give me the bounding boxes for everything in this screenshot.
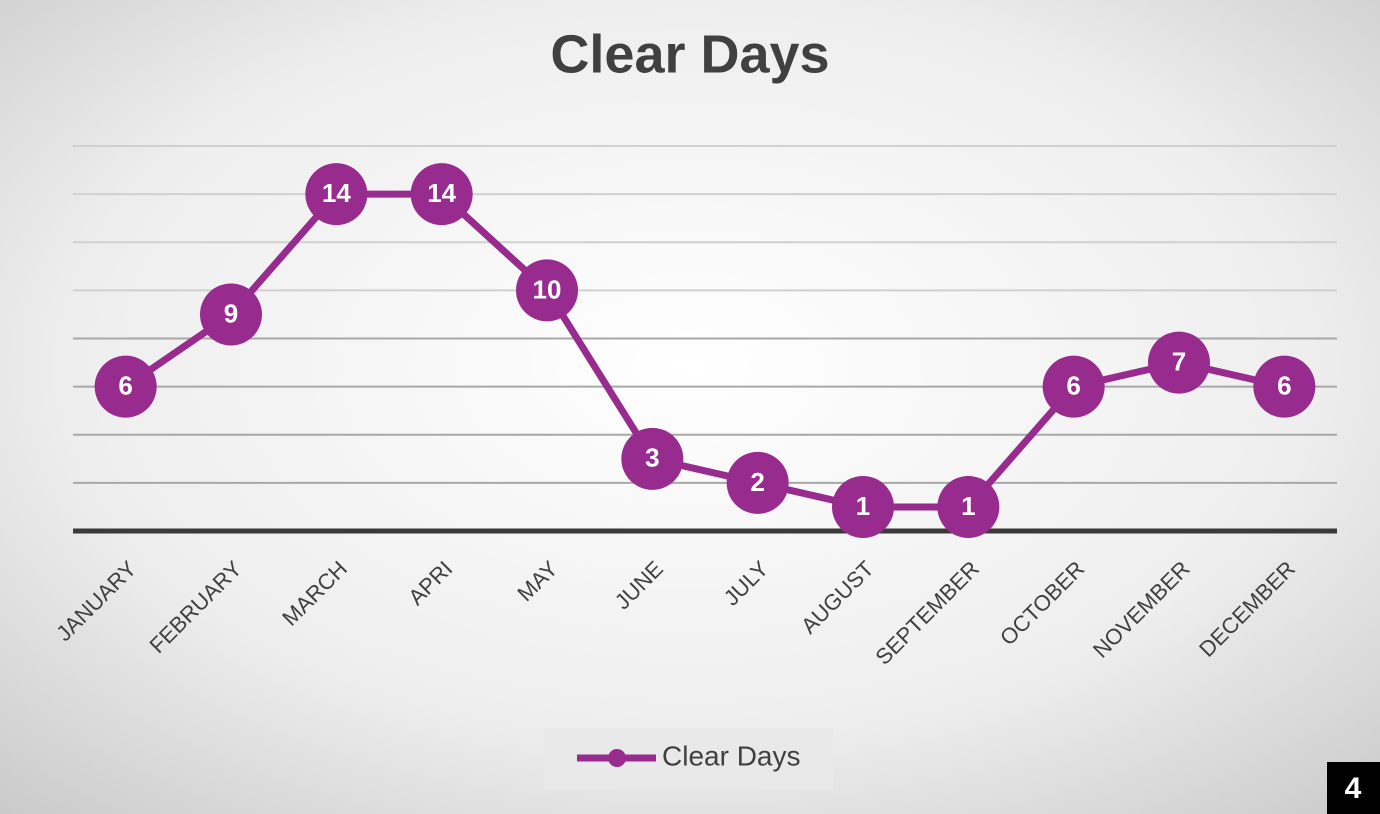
slide-number-box	[1327, 762, 1380, 814]
marker	[200, 283, 262, 346]
data-label: 6	[1066, 371, 1080, 401]
marker	[94, 355, 157, 418]
marker	[1253, 355, 1316, 418]
data-label: 10	[533, 274, 562, 304]
data-label: 9	[224, 298, 238, 328]
marker	[305, 163, 368, 226]
data-label: 1	[856, 491, 870, 521]
marker	[1148, 331, 1210, 394]
slide-number: 4	[1345, 772, 1362, 805]
data-label: 6	[118, 371, 132, 401]
chart-title: Clear Days	[550, 24, 829, 84]
data-label: 2	[750, 467, 764, 497]
data-label: 14	[427, 178, 456, 208]
marker	[410, 163, 473, 226]
marker	[937, 475, 1000, 538]
marker	[516, 259, 578, 322]
marker	[621, 427, 684, 490]
data-label: 1	[961, 491, 975, 521]
data-label: 6	[1277, 371, 1291, 401]
data-label: 7	[1172, 346, 1186, 376]
legend-marker	[608, 749, 626, 767]
data-label: 3	[645, 443, 659, 473]
marker	[1042, 355, 1105, 418]
legend-label: Clear Days	[662, 740, 800, 771]
data-label: 14	[322, 178, 351, 208]
marker	[726, 451, 789, 514]
marker	[832, 475, 894, 538]
